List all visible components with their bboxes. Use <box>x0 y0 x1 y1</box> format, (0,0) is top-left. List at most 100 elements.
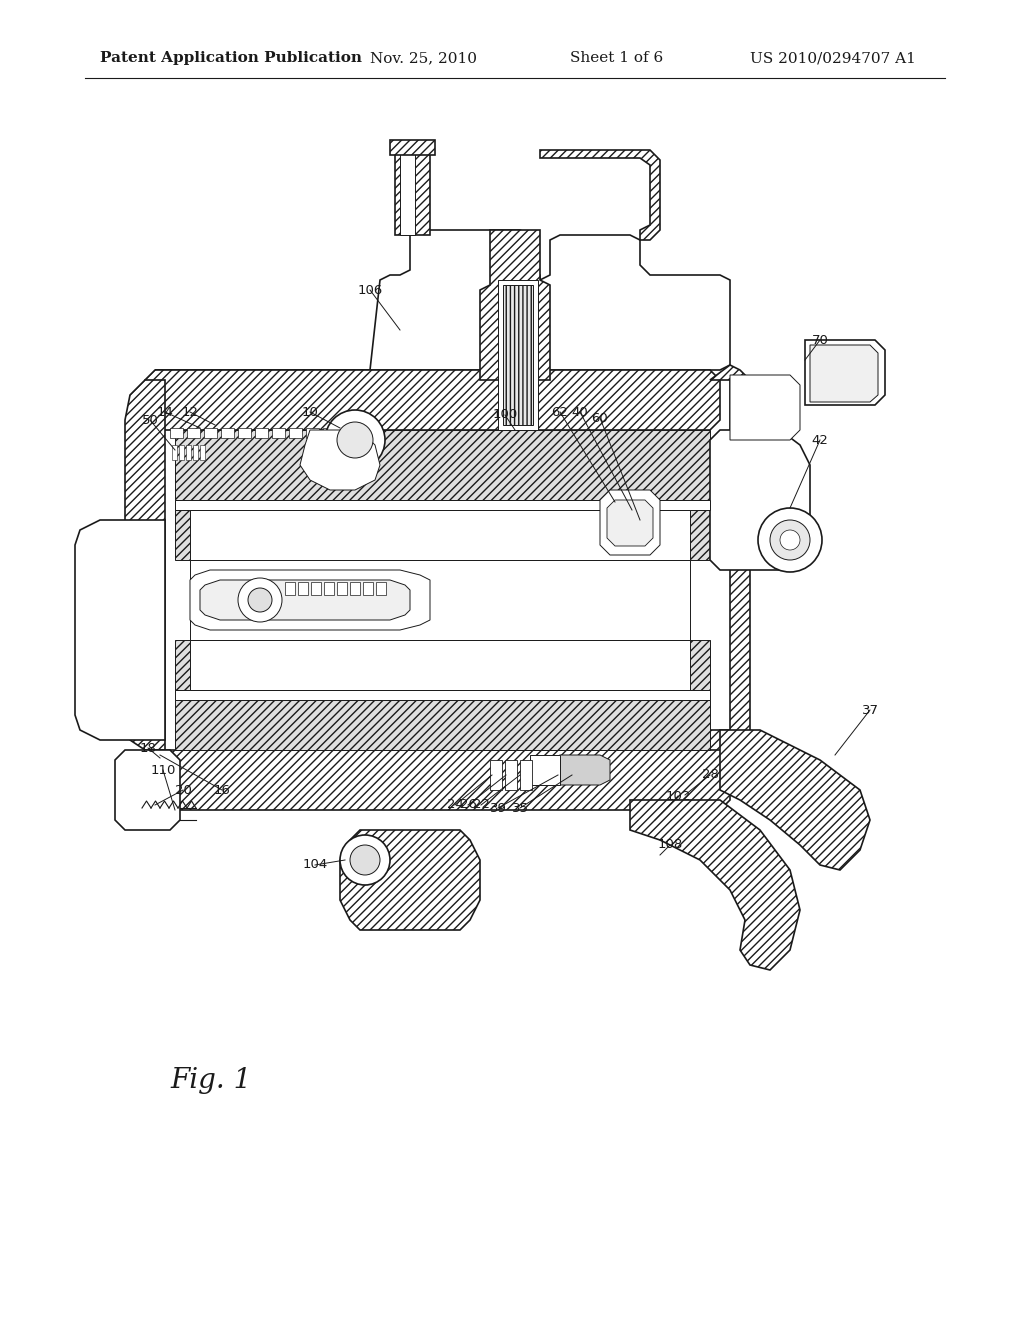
Polygon shape <box>175 690 710 700</box>
Text: 104: 104 <box>302 858 328 871</box>
Circle shape <box>770 520 810 560</box>
Polygon shape <box>324 582 334 595</box>
Circle shape <box>238 578 282 622</box>
Text: 70: 70 <box>812 334 828 346</box>
Polygon shape <box>710 430 810 570</box>
Polygon shape <box>520 760 532 789</box>
Text: 20: 20 <box>174 784 191 796</box>
Polygon shape <box>200 579 410 620</box>
Text: 10: 10 <box>301 405 318 418</box>
Circle shape <box>350 845 380 875</box>
Polygon shape <box>145 750 730 810</box>
Polygon shape <box>170 428 183 438</box>
Circle shape <box>325 411 385 470</box>
Polygon shape <box>480 230 550 380</box>
Polygon shape <box>289 428 302 438</box>
Text: 12: 12 <box>181 405 199 418</box>
Text: 39: 39 <box>489 801 507 814</box>
Text: 24: 24 <box>446 799 464 812</box>
Circle shape <box>758 508 822 572</box>
Polygon shape <box>498 280 538 430</box>
Polygon shape <box>75 520 165 741</box>
Polygon shape <box>221 428 234 438</box>
Text: 110: 110 <box>151 763 176 776</box>
Polygon shape <box>172 445 177 459</box>
Polygon shape <box>125 380 165 750</box>
Polygon shape <box>175 430 710 500</box>
Polygon shape <box>298 582 308 595</box>
Text: 60: 60 <box>592 412 608 425</box>
Polygon shape <box>175 700 710 750</box>
Polygon shape <box>155 230 730 370</box>
Text: 22: 22 <box>472 799 489 812</box>
Circle shape <box>337 422 373 458</box>
Polygon shape <box>600 490 660 554</box>
Polygon shape <box>193 445 198 459</box>
Polygon shape <box>175 500 710 510</box>
Polygon shape <box>810 345 878 403</box>
Text: 42: 42 <box>812 433 828 446</box>
Polygon shape <box>300 430 380 490</box>
Text: 18: 18 <box>139 742 157 755</box>
Polygon shape <box>179 445 184 459</box>
Text: 16: 16 <box>214 784 230 796</box>
Polygon shape <box>400 145 415 235</box>
Polygon shape <box>690 366 750 766</box>
Polygon shape <box>145 370 720 430</box>
Text: Patent Application Publication: Patent Application Publication <box>100 51 362 65</box>
Polygon shape <box>190 560 690 640</box>
Polygon shape <box>255 428 268 438</box>
Text: 50: 50 <box>141 413 159 426</box>
Polygon shape <box>540 150 660 240</box>
Polygon shape <box>311 582 321 595</box>
Polygon shape <box>530 755 560 785</box>
Polygon shape <box>272 428 285 438</box>
Text: 100: 100 <box>493 408 517 421</box>
Polygon shape <box>190 640 690 690</box>
Text: 62: 62 <box>552 405 568 418</box>
Polygon shape <box>362 582 373 595</box>
Text: Fig. 1: Fig. 1 <box>170 1067 251 1093</box>
Polygon shape <box>175 640 710 690</box>
Polygon shape <box>238 428 251 438</box>
Polygon shape <box>390 140 435 154</box>
Text: 14: 14 <box>157 405 173 418</box>
Polygon shape <box>323 428 336 438</box>
Polygon shape <box>190 570 430 630</box>
Polygon shape <box>630 800 800 970</box>
Polygon shape <box>306 428 319 438</box>
Text: 108: 108 <box>657 838 683 851</box>
Text: 26: 26 <box>460 799 476 812</box>
Polygon shape <box>720 730 870 870</box>
Polygon shape <box>350 582 360 595</box>
Polygon shape <box>115 750 180 830</box>
Polygon shape <box>503 285 534 425</box>
Polygon shape <box>395 145 430 235</box>
Text: 40: 40 <box>571 405 589 418</box>
Circle shape <box>340 836 390 884</box>
Text: US 2010/0294707 A1: US 2010/0294707 A1 <box>750 51 915 65</box>
Polygon shape <box>200 445 205 459</box>
Polygon shape <box>186 445 191 459</box>
Text: 35: 35 <box>512 801 528 814</box>
Text: 106: 106 <box>357 284 383 297</box>
Polygon shape <box>550 755 610 785</box>
Text: Sheet 1 of 6: Sheet 1 of 6 <box>570 51 664 65</box>
Polygon shape <box>376 582 386 595</box>
Polygon shape <box>190 510 690 560</box>
Text: 102: 102 <box>666 789 690 803</box>
Polygon shape <box>285 582 295 595</box>
Polygon shape <box>175 510 710 560</box>
Circle shape <box>780 531 800 550</box>
Text: Nov. 25, 2010: Nov. 25, 2010 <box>370 51 477 65</box>
Polygon shape <box>340 830 480 931</box>
Text: 28: 28 <box>701 768 719 781</box>
Polygon shape <box>187 428 200 438</box>
Polygon shape <box>490 760 502 789</box>
Polygon shape <box>730 375 800 440</box>
Polygon shape <box>607 500 653 546</box>
Circle shape <box>248 587 272 612</box>
Polygon shape <box>505 760 517 789</box>
Polygon shape <box>204 428 217 438</box>
Polygon shape <box>805 341 885 405</box>
